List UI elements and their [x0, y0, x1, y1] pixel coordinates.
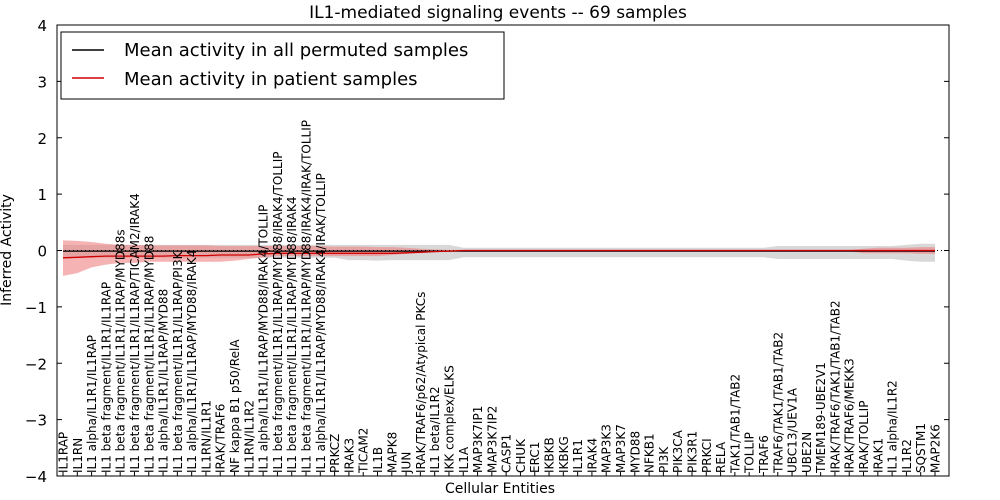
category-label: MYD88	[628, 431, 642, 473]
category-label: ERC1	[528, 442, 542, 473]
y-tick-label: 4	[37, 17, 47, 35]
category-label: RELA	[714, 441, 728, 473]
category-label: MAP3K3	[600, 424, 614, 473]
category-label: IRAK1	[871, 438, 885, 473]
category-label: PRKCI	[700, 438, 714, 473]
category-label: PI3K	[657, 446, 671, 473]
category-label: IL1 beta fragment/IL1R1/IL1RAP/MYD88	[142, 236, 156, 473]
category-label: UBE2N	[800, 432, 814, 473]
legend-box	[60, 31, 505, 100]
category-label: MAPK8	[385, 432, 399, 473]
category-label: MAP3K7	[614, 424, 628, 473]
category-label: IKK complex/ELKS	[443, 365, 457, 473]
category-label: IL1B	[371, 447, 385, 473]
category-label: TMEM189-UBE2V1	[814, 362, 828, 474]
y-tick-label: −2	[25, 355, 47, 373]
y-axis-label: Inferred Activity	[0, 194, 15, 306]
category-label: SQSTM1	[914, 423, 928, 473]
confidence-bands	[63, 240, 935, 276]
y-tick-label: −1	[25, 299, 47, 317]
category-label: NFKB1	[643, 433, 657, 473]
category-label: NF kappa B1 p50/RelA	[228, 339, 242, 473]
category-label: IL1 alpha/IL1R1/IL1RAP/MYD88/IRAK4/TOLLI…	[257, 205, 271, 473]
y-tick-label: 3	[37, 73, 47, 91]
plot-frame	[56, 24, 950, 477]
category-label: TOLLIP	[743, 432, 757, 474]
category-label: IRAK/TRAF6/TAK1/TAB1/TAB2	[828, 300, 842, 473]
legend-label-permuted: Mean activity in all permuted samples	[124, 40, 468, 61]
y-tick-label: −4	[25, 468, 47, 486]
category-label: IL1 beta fragment/IL1R1/IL1RAP/MYD88/IRA…	[285, 196, 299, 473]
y-tick-label: −3	[25, 412, 47, 430]
category-label: CASP1	[500, 434, 514, 473]
legend-label-patient: Mean activity in patient samples	[124, 69, 418, 90]
category-label: IL1 alpha/IL1R1/IL1RAP/MYD88/IRAK4	[185, 250, 199, 473]
category-label: IL1 beta fragment/IL1R1/IL1RAP	[99, 282, 113, 473]
category-label: IL1 beta fragment/IL1R1/IL1RAP/TICAM2/IR…	[128, 193, 142, 473]
category-label: IL1 beta fragment/IL1R1/IL1RAP/MYD88/IRA…	[271, 152, 285, 473]
chart-title: IL1-mediated signaling events -- 69 samp…	[309, 3, 687, 23]
category-label: TRAF6	[757, 435, 771, 474]
x-axis-label: Cellular Entities	[445, 481, 555, 497]
legend: Mean activity in all permuted samples Me…	[60, 31, 505, 100]
category-label: IL1A	[457, 446, 471, 473]
category-label: IRAK3	[342, 438, 356, 473]
category-label: IL1 alpha/IL1R1/IL1RAP/MYD88/IRAK4/IRAK/…	[314, 173, 328, 473]
category-label: IL1RN/IL1R1	[200, 400, 214, 473]
category-label: IL1 alpha/IL1R1/IL1RAP	[85, 335, 99, 473]
category-label: UBC13/UEV1A	[786, 387, 800, 473]
category-label: IRAK/TOLLIP	[857, 401, 871, 473]
category-label: IL1R2	[900, 439, 914, 473]
y-tick-label: 0	[37, 243, 47, 261]
category-label: IKBKB	[543, 437, 557, 473]
category-label: IL1 beta fragment/IL1R1/IL1RAP/PI3K	[171, 250, 185, 473]
category-labels: IL1RAP IL1RN IL1 alpha/IL1R1/IL1RAP IL1 bet…	[57, 120, 943, 476]
category-label: IRAK/TRAF6/p62/Atypical PKCs	[414, 292, 428, 473]
category-label: IL1RAP	[57, 432, 71, 473]
category-label: IRAK4	[585, 438, 599, 473]
series-line-patient	[62, 249, 935, 259]
category-label: IL1R1	[571, 439, 585, 473]
category-label: TAK1/TAB1/TAB2	[728, 374, 742, 474]
category-label: JUN	[400, 452, 414, 474]
category-label: PRKCZ	[328, 434, 342, 473]
category-label: IKBKG	[557, 436, 571, 473]
category-label: IL1 beta/IL1R2	[428, 386, 442, 473]
category-label: IL1 alpha/IL1R2	[886, 380, 900, 473]
category-label: PIK3R1	[686, 431, 700, 473]
category-label: CHUK	[514, 438, 528, 473]
category-label: IRAK/TRAF6	[214, 404, 228, 473]
category-label: IRAK/TRAF6/MEKK3	[843, 358, 857, 473]
category-label: IL1RN/IL1R2	[242, 400, 256, 473]
y-tick-label: 1	[37, 186, 47, 204]
category-label: TRAF6/TAK1/TAB1/TAB2	[771, 332, 785, 474]
category-label: MAP2K6	[929, 424, 943, 473]
category-label: MAP3K7IP1	[471, 406, 485, 473]
category-label: PIK3CA	[671, 429, 685, 473]
category-label: IL1 beta fragment/IL1R1/IL1RAP/MYD88/IRA…	[300, 120, 314, 473]
band-patient	[63, 240, 935, 276]
category-label: TICAM2	[357, 428, 371, 474]
category-label: IL1RN	[71, 438, 85, 473]
series-lines	[57, 249, 949, 259]
category-label: MAP3K7IP2	[485, 406, 499, 473]
category-label: IL1 beta fragment/IL1R1/IL1RAP/MYD88s	[114, 229, 128, 473]
category-label: IL1 alpha/IL1R1/IL1RAP/MYD88	[157, 289, 171, 473]
y-tick-label: 2	[37, 130, 47, 148]
